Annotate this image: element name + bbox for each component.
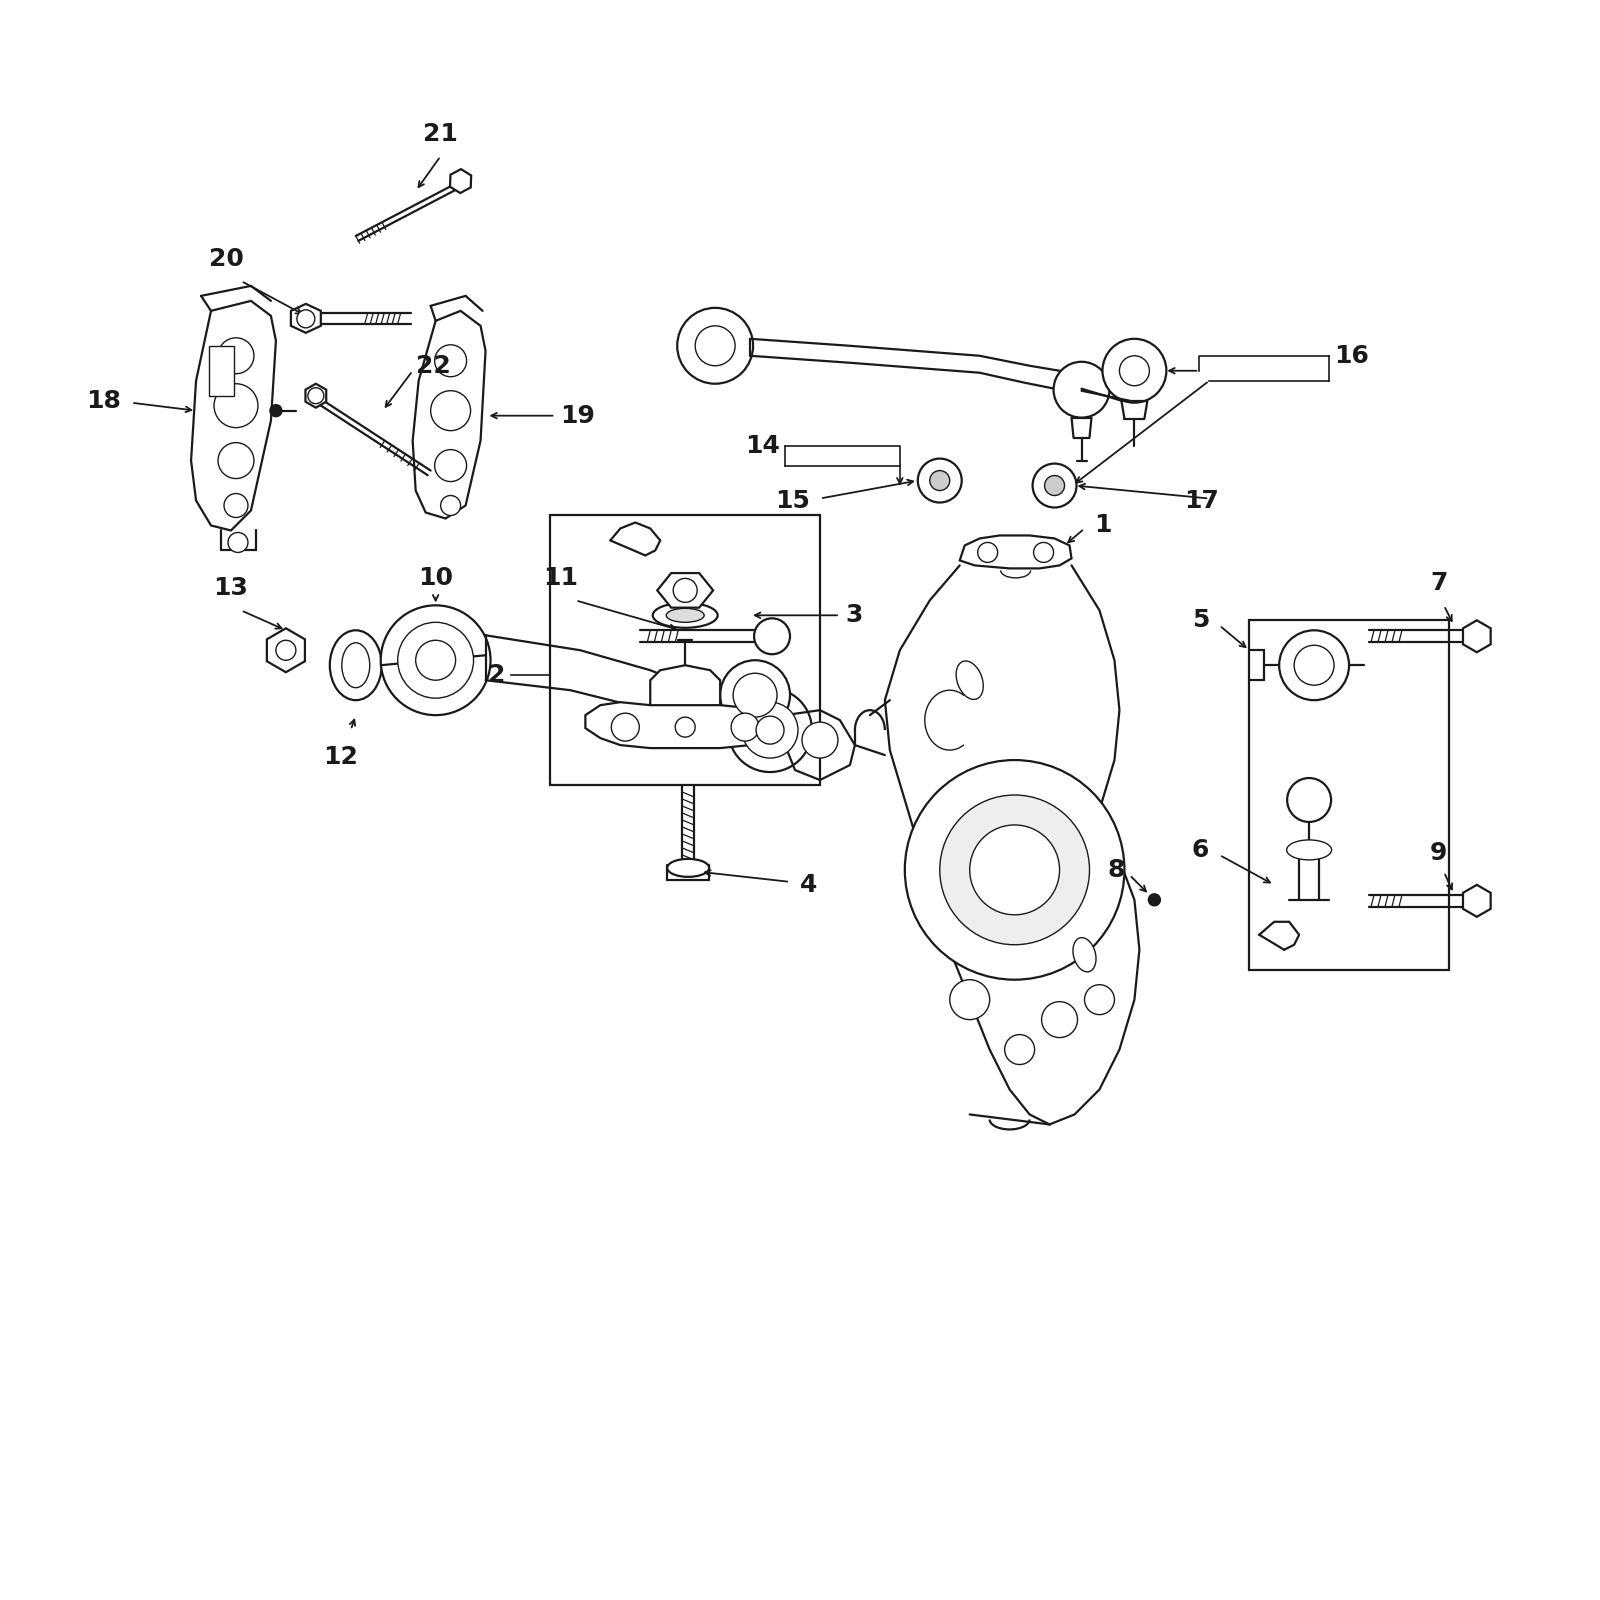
Polygon shape xyxy=(306,384,326,408)
Circle shape xyxy=(298,310,315,328)
Polygon shape xyxy=(1462,885,1491,917)
Circle shape xyxy=(440,496,461,515)
Text: 12: 12 xyxy=(323,746,358,770)
Circle shape xyxy=(754,618,790,654)
Text: 18: 18 xyxy=(86,389,122,413)
Circle shape xyxy=(677,307,754,384)
Circle shape xyxy=(674,578,698,602)
Circle shape xyxy=(675,717,694,738)
Circle shape xyxy=(224,493,248,517)
Circle shape xyxy=(416,640,456,680)
Circle shape xyxy=(802,722,838,758)
Text: 7: 7 xyxy=(1430,571,1448,595)
Circle shape xyxy=(1294,645,1334,685)
Ellipse shape xyxy=(666,608,704,622)
Circle shape xyxy=(1034,542,1053,563)
Circle shape xyxy=(978,542,998,563)
Polygon shape xyxy=(450,170,470,194)
Circle shape xyxy=(1120,355,1149,386)
Circle shape xyxy=(1053,362,1109,418)
Circle shape xyxy=(398,622,474,698)
Text: 13: 13 xyxy=(213,576,248,600)
Circle shape xyxy=(728,688,811,773)
Text: 8: 8 xyxy=(1107,858,1125,882)
Circle shape xyxy=(218,443,254,478)
Polygon shape xyxy=(586,702,770,749)
Circle shape xyxy=(720,661,790,730)
Circle shape xyxy=(1032,464,1077,507)
Ellipse shape xyxy=(957,661,984,699)
Circle shape xyxy=(214,384,258,427)
Circle shape xyxy=(757,717,784,744)
Circle shape xyxy=(742,702,798,758)
Text: 17: 17 xyxy=(1184,488,1219,512)
Circle shape xyxy=(906,760,1125,979)
Circle shape xyxy=(307,387,323,403)
Circle shape xyxy=(381,605,491,715)
Circle shape xyxy=(939,795,1090,944)
Circle shape xyxy=(218,338,254,374)
Circle shape xyxy=(1149,894,1160,906)
Circle shape xyxy=(1005,1035,1035,1064)
Ellipse shape xyxy=(1286,840,1331,859)
Bar xyxy=(210,346,234,395)
Text: 16: 16 xyxy=(1334,344,1370,368)
Circle shape xyxy=(227,533,248,552)
Text: 3: 3 xyxy=(845,603,862,627)
Circle shape xyxy=(1042,1002,1077,1037)
Text: 11: 11 xyxy=(542,566,578,590)
Circle shape xyxy=(930,470,950,491)
Circle shape xyxy=(435,344,467,376)
Text: 21: 21 xyxy=(422,122,458,146)
Circle shape xyxy=(733,674,778,717)
Text: 20: 20 xyxy=(208,246,243,270)
Text: 4: 4 xyxy=(800,874,818,898)
Polygon shape xyxy=(190,301,275,531)
Polygon shape xyxy=(960,536,1072,568)
Polygon shape xyxy=(267,629,306,672)
Circle shape xyxy=(694,326,734,366)
Ellipse shape xyxy=(342,643,370,688)
Text: 22: 22 xyxy=(416,354,451,378)
Polygon shape xyxy=(650,666,720,720)
Bar xyxy=(1250,621,1450,970)
Circle shape xyxy=(970,826,1059,915)
Circle shape xyxy=(611,714,640,741)
Circle shape xyxy=(950,979,990,1019)
Circle shape xyxy=(275,640,296,661)
Text: 19: 19 xyxy=(560,403,595,427)
Text: 10: 10 xyxy=(418,566,453,590)
Polygon shape xyxy=(291,304,322,333)
Text: 15: 15 xyxy=(774,488,810,512)
Ellipse shape xyxy=(1074,938,1096,971)
Circle shape xyxy=(918,459,962,502)
Circle shape xyxy=(1286,778,1331,822)
Circle shape xyxy=(270,405,282,416)
Circle shape xyxy=(731,714,758,741)
Bar xyxy=(550,515,819,786)
Polygon shape xyxy=(413,310,485,518)
Circle shape xyxy=(1045,475,1064,496)
Ellipse shape xyxy=(653,603,718,627)
Circle shape xyxy=(1102,339,1166,403)
Polygon shape xyxy=(658,573,714,608)
Ellipse shape xyxy=(330,630,382,701)
Text: 2: 2 xyxy=(488,664,506,688)
Circle shape xyxy=(430,390,470,430)
Circle shape xyxy=(435,450,467,482)
Circle shape xyxy=(1278,630,1349,701)
Circle shape xyxy=(1085,984,1115,1014)
Text: 9: 9 xyxy=(1430,842,1448,866)
Text: 1: 1 xyxy=(1094,514,1112,538)
Ellipse shape xyxy=(667,859,709,877)
Text: 14: 14 xyxy=(746,434,781,458)
Polygon shape xyxy=(1462,621,1491,653)
Text: 5: 5 xyxy=(1192,608,1210,632)
Text: 6: 6 xyxy=(1192,838,1210,862)
